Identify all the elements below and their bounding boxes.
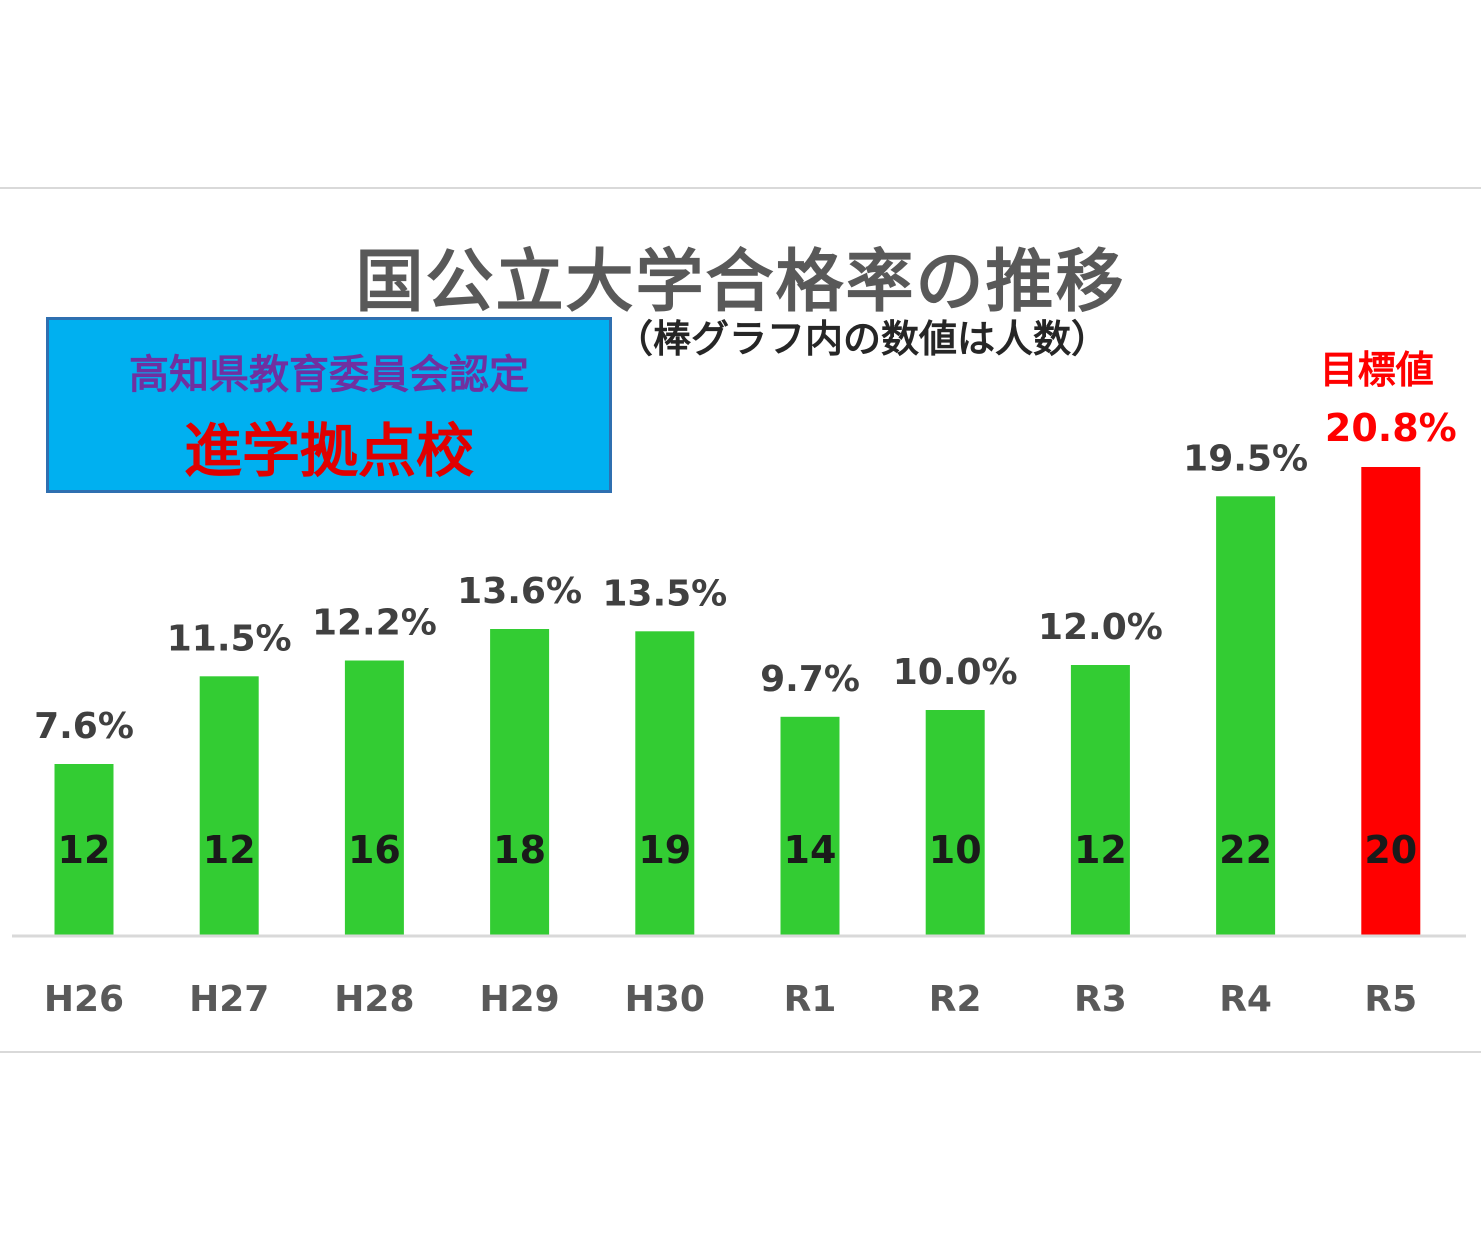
bar-value-label: 11.5%: [167, 618, 292, 659]
bar-count-label: 19: [638, 828, 691, 872]
bar-value-label: 7.6%: [34, 706, 134, 747]
bar-value-label: 12.2%: [312, 603, 437, 644]
x-tick-label: H29: [479, 979, 559, 1020]
badge-issuer: 高知県教育委員会認定: [129, 352, 529, 398]
x-tick-label: R3: [1074, 979, 1127, 1020]
x-tick-label: H27: [189, 979, 269, 1020]
bar-count-label: 18: [493, 828, 546, 872]
bar-r5: [1361, 467, 1421, 935]
top-divider: [0, 187, 1481, 189]
target-annotation: 目標値: [1320, 348, 1434, 392]
x-tick-label: R1: [784, 979, 837, 1020]
bar-h30: [635, 631, 695, 936]
bottom-divider: [0, 1051, 1481, 1053]
bar-h28: [344, 660, 404, 935]
bar-count-label: 20: [1364, 828, 1417, 872]
bar-count-label: 16: [348, 828, 401, 872]
bar-h27: [199, 676, 259, 936]
bar-value-label: 13.6%: [457, 571, 582, 612]
bar-r2: [925, 710, 985, 935]
bar-count-label: 10: [929, 828, 982, 872]
chart-title: 国公立大学合格率の推移: [355, 243, 1126, 322]
bar-count-label: 14: [784, 828, 837, 872]
bar-value-label: 10.0%: [893, 652, 1018, 693]
bar-r1: [780, 716, 840, 935]
bar-value-label: 13.5%: [602, 573, 727, 614]
bar-value-label: 12.0%: [1038, 607, 1163, 648]
bar-value-label: 20.8%: [1325, 406, 1457, 450]
certification-badge: 高知県教育委員会認定 進学拠点校: [46, 317, 612, 493]
chart-subtitle: （棒グラフ内の数値は人数）: [615, 317, 1110, 361]
bar-count-label: 12: [203, 828, 256, 872]
badge-designation: 進学拠点校: [183, 417, 474, 485]
bar-r3: [1070, 665, 1130, 935]
labels-group: 12 7.6% H26 12 11.5% H27 16 12.2% H28 18 13.6% H29 1…: [34, 348, 1457, 1020]
bar-h26: [54, 764, 114, 935]
bar-count-label: 12: [1074, 828, 1127, 872]
x-tick-label: R2: [929, 979, 982, 1020]
bars-group: [54, 467, 1421, 936]
x-tick-label: R5: [1364, 979, 1417, 1020]
bar-value-label: 9.7%: [760, 659, 860, 700]
bar-count-label: 12: [58, 828, 111, 872]
x-tick-label: H28: [334, 979, 414, 1020]
bar-r4: [1216, 496, 1276, 936]
x-tick-label: H26: [44, 979, 124, 1020]
x-tick-label: R4: [1219, 979, 1272, 1020]
bar-count-label: 22: [1219, 828, 1272, 872]
x-tick-label: H30: [625, 979, 705, 1020]
bar-value-label: 19.5%: [1183, 438, 1308, 479]
bar-h29: [490, 629, 550, 935]
